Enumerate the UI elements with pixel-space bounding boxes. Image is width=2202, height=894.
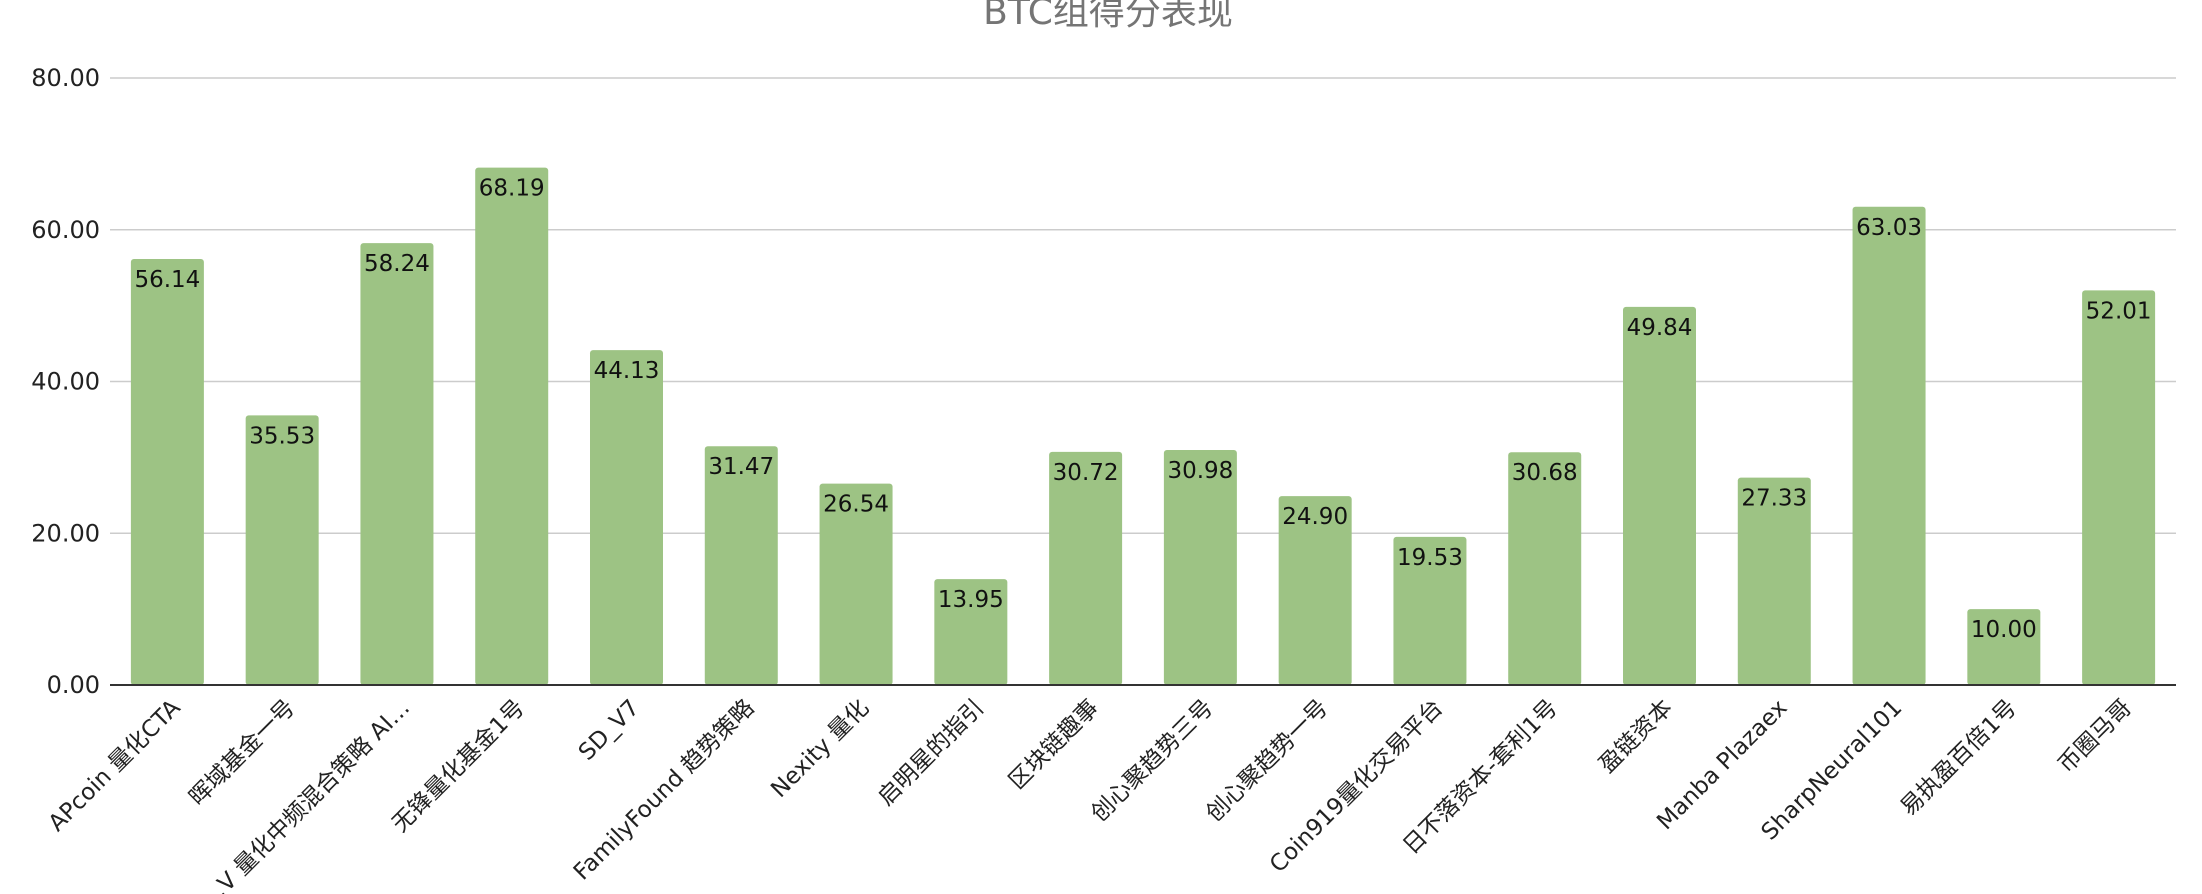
data-label: 30.98 (1167, 458, 1233, 484)
data-label: 35.53 (249, 423, 315, 449)
data-label: 26.54 (823, 492, 889, 518)
chart-title: BTC组得分表现 (983, 0, 1233, 33)
bar (1737, 477, 1811, 685)
x-category-label: 启明星的指引 (873, 695, 989, 811)
data-label: 63.03 (1856, 215, 1922, 241)
bars (130, 167, 2156, 685)
y-tick-label: 40.00 (31, 368, 100, 396)
bar (1852, 206, 1926, 685)
bar (704, 446, 778, 685)
x-category-label: 区块链趣事 (1004, 695, 1104, 795)
x-category-label: Nexity 量化 (766, 695, 874, 803)
bar (1508, 452, 1582, 685)
x-category-label: 盈链资本 (1594, 695, 1677, 778)
data-label: 30.72 (1053, 460, 1119, 486)
x-category-label: 晖域基金一号 (184, 695, 300, 811)
x-category-label: …V 量化中频混合策略 AI… (197, 695, 415, 894)
data-label: 52.01 (2086, 298, 2152, 324)
x-category-label: APcoin 量化CTA (44, 695, 186, 837)
x-category-label: 币圈马哥 (2053, 695, 2136, 778)
y-tick-label: 80.00 (31, 64, 100, 92)
bar (360, 243, 434, 685)
y-tick-label: 60.00 (31, 216, 100, 244)
y-axis-ticks: 0.00 20.00 40.00 60.00 80.00 (31, 64, 100, 699)
bar (1967, 609, 2041, 685)
bar (1049, 451, 1123, 685)
data-label: 56.14 (134, 267, 200, 293)
bar (1623, 306, 1696, 685)
bar (245, 415, 319, 685)
bar (475, 167, 549, 685)
y-tick-label: 20.00 (31, 519, 100, 547)
bar (934, 579, 1008, 685)
data-label: 58.24 (364, 251, 430, 277)
data-label: 19.53 (1397, 545, 1463, 571)
bar (2082, 290, 2156, 685)
x-category-label: 创心聚趋势三号 (1086, 695, 1218, 827)
y-tick-label: 0.00 (47, 671, 100, 699)
data-label: 10.00 (1971, 617, 2037, 643)
x-category-label: 易执盈百倍1号 (1896, 695, 2022, 821)
data-label: 13.95 (938, 587, 1004, 613)
data-label: 24.90 (1282, 504, 1348, 530)
bar (1278, 496, 1352, 685)
bar (590, 350, 663, 685)
x-category-label: 创心聚趋势一号 (1201, 695, 1333, 827)
data-label: 30.68 (1512, 460, 1578, 486)
data-label: 44.13 (594, 358, 660, 384)
bar (1163, 449, 1237, 685)
bar (1393, 536, 1467, 685)
data-labels: 56.14 35.53 58.24 68.19 44.13 31.47 26.54 13.95… (134, 176, 2151, 644)
bar (819, 483, 893, 685)
bar (130, 259, 204, 685)
data-label: 31.47 (708, 454, 774, 480)
gridlines (110, 77, 2176, 534)
data-label: 49.84 (1627, 315, 1693, 341)
data-label: 27.33 (1741, 486, 1807, 512)
x-category-label: SD_V7 (574, 695, 645, 766)
data-label: 68.19 (479, 176, 545, 202)
